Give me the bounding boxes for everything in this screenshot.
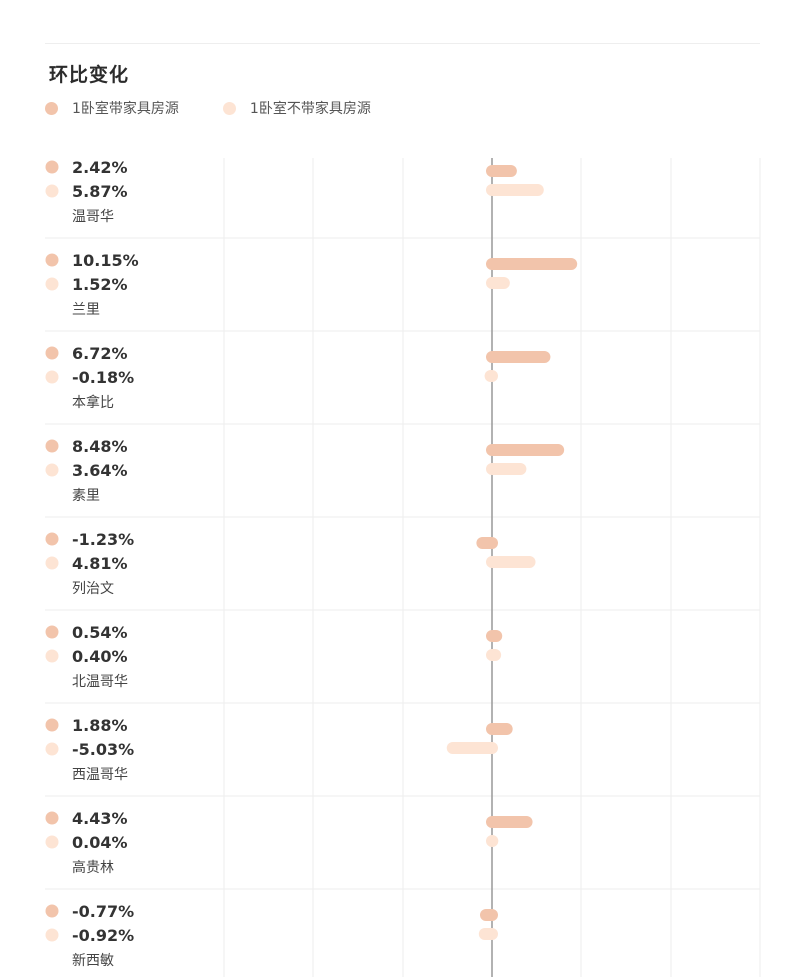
bar-series1	[486, 444, 565, 456]
category-label: 素里	[72, 488, 100, 504]
data-label-series2: -0.92%	[72, 926, 134, 945]
series2-dot	[45, 277, 59, 291]
series2-dot	[45, 463, 59, 477]
data-label-series2: 4.81%	[72, 554, 128, 573]
bar-series2	[484, 370, 498, 382]
series1-dot	[45, 346, 59, 360]
chart-title: 环比变化	[49, 64, 130, 86]
series1-dot	[45, 160, 59, 174]
series1-dot	[45, 904, 59, 918]
series1-dot	[45, 532, 59, 546]
bar-series2	[486, 649, 502, 661]
series2-dot	[45, 370, 59, 384]
bar-series2	[486, 835, 499, 847]
series2-dot	[45, 928, 59, 942]
series1-dot	[45, 811, 59, 825]
category-label: 本拿比	[72, 394, 114, 411]
legend-dot-series2	[222, 101, 236, 115]
bar-series1	[486, 351, 551, 363]
bar-series1	[486, 630, 503, 642]
series2-dot	[45, 742, 59, 756]
series1-dot	[45, 439, 59, 453]
bar-series2	[486, 184, 544, 196]
bar-series1	[486, 165, 517, 177]
data-label-series1: 2.42%	[72, 158, 128, 177]
data-label-series1: 4.43%	[72, 809, 128, 828]
data-label-series1: 10.15%	[72, 251, 139, 270]
series1-dot	[45, 718, 59, 732]
data-label-series2: 5.87%	[72, 182, 128, 201]
series2-dot	[45, 184, 59, 198]
category-label: 西温哥华	[72, 767, 128, 783]
legend-item-series2[interactable]: 1卧室不带家具房源	[222, 98, 371, 118]
data-label-series2: 3.64%	[72, 461, 128, 480]
data-label-series2: 1.52%	[72, 275, 128, 294]
category-label: 兰里	[72, 302, 100, 318]
bar-series1	[479, 909, 498, 921]
series1-dot	[45, 625, 59, 639]
category-label: 温哥华	[72, 209, 114, 225]
bar-series1	[486, 816, 533, 828]
bar-series1	[486, 723, 513, 735]
category-label: 新西敏	[72, 953, 114, 969]
data-label-series1: -0.77%	[72, 902, 134, 921]
bar-series2	[446, 742, 498, 754]
series1-dot	[45, 253, 59, 267]
series2-dot	[45, 835, 59, 849]
legend-label-series1: 1卧室带家具房源	[72, 101, 179, 117]
data-label-series2: -5.03%	[72, 740, 134, 759]
category-label: 列治文	[72, 581, 114, 597]
category-label: 北温哥华	[72, 674, 128, 690]
data-label-series1: 6.72%	[72, 344, 128, 363]
bar-series2	[486, 277, 510, 289]
data-label-series2: -0.18%	[72, 368, 134, 387]
bar-series2	[478, 928, 498, 940]
legend-item-series1[interactable]: 1卧室带家具房源	[45, 98, 179, 118]
legend-label-series2: 1卧室不带家具房源	[249, 101, 371, 117]
data-label-series1: 0.54%	[72, 623, 128, 642]
data-label-series2: 0.40%	[72, 647, 128, 666]
data-label-series1: 1.88%	[72, 716, 128, 735]
bar-series2	[486, 556, 536, 568]
data-label-series2: 0.04%	[72, 833, 128, 852]
series2-dot	[45, 649, 59, 663]
data-label-series1: -1.23%	[72, 530, 134, 549]
bar-series1	[486, 258, 578, 270]
bar-series2	[486, 463, 527, 475]
top-divider	[45, 43, 760, 44]
legend-dot-series1	[45, 101, 58, 115]
legend: 1卧室带家具房源 1卧室不带家具房源	[45, 97, 415, 119]
category-label: 高贵林	[72, 859, 114, 876]
bar-series1	[476, 537, 498, 549]
series2-dot	[45, 556, 59, 570]
data-label-series1: 8.48%	[72, 437, 128, 456]
